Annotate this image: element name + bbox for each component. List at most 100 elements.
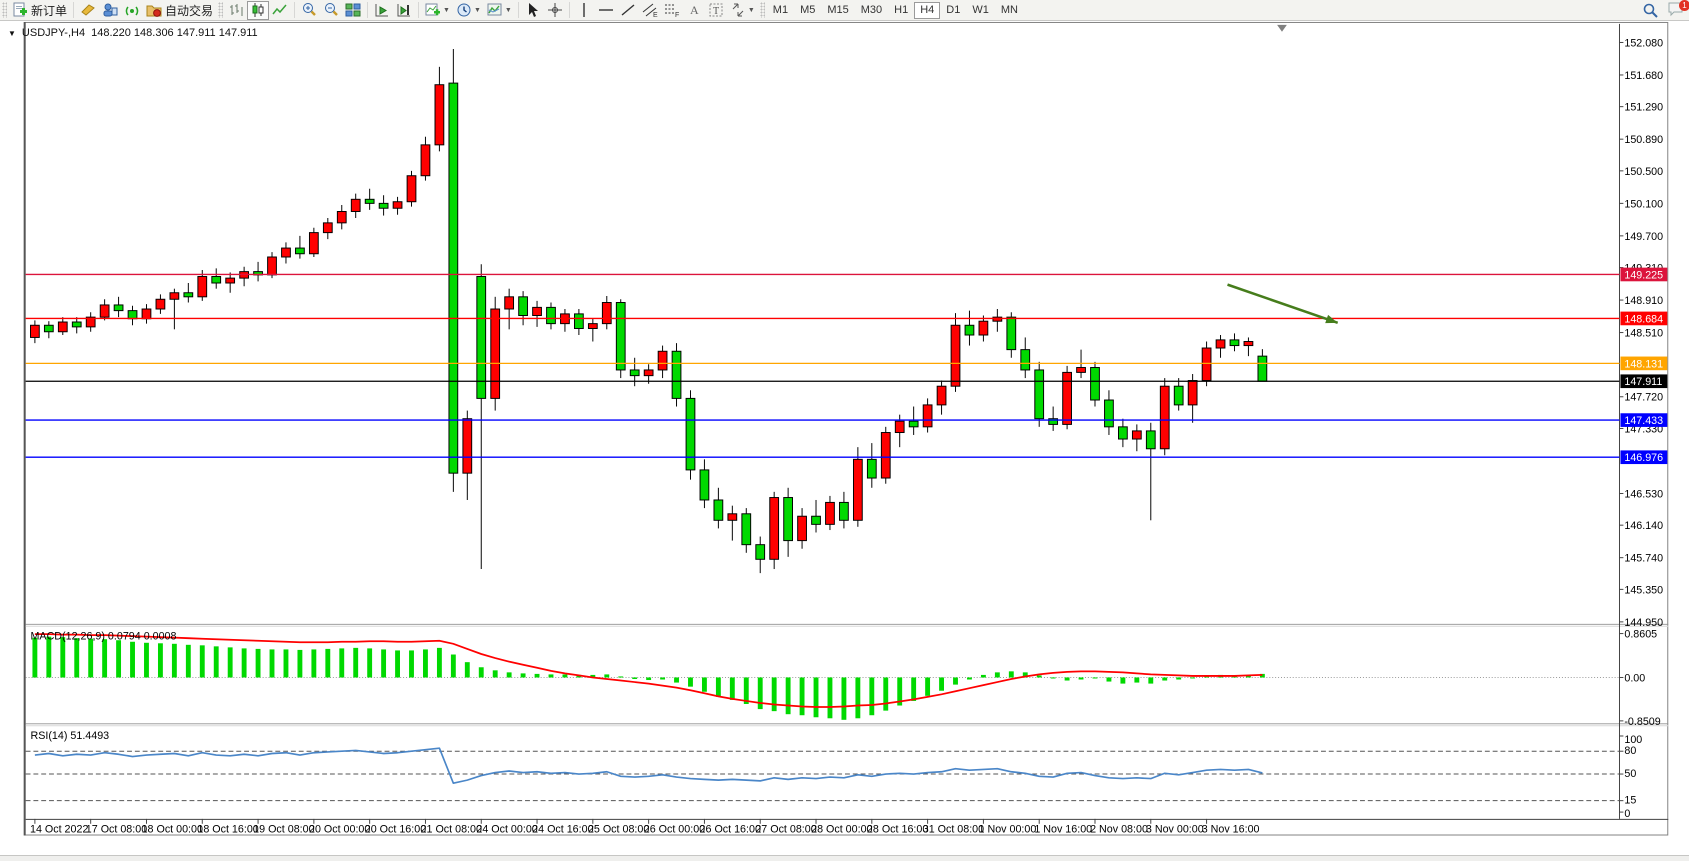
line-chart-icon — [272, 4, 287, 15]
candle-body — [1173, 385, 1184, 406]
candle-body — [922, 404, 933, 428]
dropdown-caret[interactable]: ▼ — [747, 6, 755, 14]
timeframe-w1[interactable]: W1 — [972, 4, 989, 16]
candle-body — [978, 320, 989, 336]
macd-histogram-bar — [395, 650, 400, 678]
price-line-tag — [1620, 356, 1668, 371]
auto-scroll-button[interactable] — [371, 1, 393, 20]
equidistant-channel-button[interactable]: E — [639, 1, 661, 20]
price-tick-label: 151.680 — [1624, 70, 1663, 82]
candle-body — [643, 369, 654, 377]
timeframe-h1[interactable]: H1 — [894, 4, 909, 16]
candle-body — [141, 308, 152, 320]
timeframe-mn[interactable]: MN — [1000, 4, 1018, 16]
autotrading-button[interactable]: 自动交易 — [143, 1, 216, 20]
text-label-button[interactable]: T — [705, 1, 727, 20]
one-click-collapse-icon[interactable]: ▼ — [8, 28, 16, 38]
periods-button[interactable]: ▼ — [453, 1, 484, 20]
chart-ohlc-values: 148.220 148.306 147.911 147.911 — [91, 27, 258, 39]
macd-histogram-bar — [980, 674, 986, 678]
trendline-button[interactable] — [617, 1, 639, 20]
crosshair-icon — [547, 3, 562, 17]
macd-histogram-bar — [590, 674, 596, 678]
chart-canvas[interactable]: 152.080 151.680 151.290 150.890 150.500 150.1… — [0, 21, 1689, 855]
candle-body — [1104, 399, 1114, 428]
new-order-label: 新订单 — [31, 3, 68, 18]
macd-histogram-bar — [1245, 675, 1251, 678]
svg-text:A: A — [690, 3, 699, 17]
vertical-line-button[interactable] — [573, 1, 595, 20]
search-icon[interactable] — [1642, 2, 1659, 19]
timeframe-d1[interactable]: D1 — [946, 4, 961, 16]
price-tick-label: 146.530 — [1624, 488, 1663, 500]
macd-histogram-bar — [297, 649, 303, 678]
separator — [568, 2, 570, 18]
chart-shift-button[interactable] — [393, 1, 415, 20]
candle-body — [336, 211, 347, 224]
macd-histogram-bar — [1134, 677, 1140, 683]
candle-body — [1062, 371, 1072, 425]
candle-body — [1229, 339, 1240, 347]
fibonacci-button[interactable]: F — [661, 1, 683, 20]
arrows-button[interactable]: ▼ — [727, 1, 758, 20]
candle-body — [113, 304, 124, 312]
dropdown-caret[interactable]: ▼ — [504, 6, 512, 14]
price-lines — [25, 273, 1620, 458]
macd-histogram-bar — [130, 641, 135, 678]
macd-histogram-bar — [367, 648, 373, 678]
price-tick-label: 150.890 — [1624, 134, 1663, 146]
dropdown-caret[interactable]: ▼ — [473, 6, 481, 14]
macd-histogram-bar — [701, 677, 707, 692]
candlestick-chart-button[interactable] — [247, 0, 270, 20]
autotrading-label: 自动交易 — [165, 3, 214, 18]
signals-button[interactable] — [121, 1, 143, 20]
strategy-tester-button[interactable] — [99, 1, 121, 20]
equidistant-channel-icon: E — [642, 3, 658, 18]
chat-button[interactable]: 1 — [1667, 0, 1689, 20]
candle-body — [476, 276, 487, 399]
candle-body — [57, 321, 68, 333]
indicators-button[interactable]: ▼ — [422, 1, 453, 20]
toolbar-grip[interactable] — [759, 2, 765, 18]
quotes-button[interactable] — [77, 1, 99, 20]
cursor-button[interactable] — [522, 1, 544, 20]
macd-histogram-bar — [618, 676, 624, 678]
horizontal-line-button[interactable] — [595, 1, 617, 20]
macd-histogram-bar — [715, 677, 721, 697]
candle-body — [406, 175, 417, 203]
candle-body — [392, 201, 403, 209]
zoom-out-button[interactable] — [320, 1, 342, 20]
timeframe-h4[interactable]: H4 — [914, 1, 941, 19]
crosshair-button[interactable] — [544, 1, 566, 20]
time-axis-label: 26 Oct 16:00 — [700, 824, 761, 836]
price-axis: 152.080 151.680 151.290 150.890 150.500 150.1… — [1619, 37, 1668, 629]
chart-title: ▼ USDJPY-,H4 148.220 148.306 147.911 147… — [8, 27, 258, 39]
dropdown-caret[interactable]: ▼ — [443, 6, 450, 14]
text-button[interactable]: A — [683, 1, 705, 20]
time-axis-label: 20 Oct 16:00 — [365, 824, 426, 836]
price-line-tag-label: 146.976 — [1624, 452, 1663, 464]
bar-chart-button[interactable] — [225, 1, 247, 20]
candle-body — [964, 324, 975, 336]
trend-arrow-annotation[interactable] — [1227, 283, 1339, 325]
price-line-tag — [1620, 413, 1668, 427]
new-order-button[interactable]: 新订单 — [9, 1, 70, 20]
zoom-in-button[interactable] — [298, 1, 320, 20]
toolbar-grip[interactable] — [218, 2, 224, 18]
timeframe-m15[interactable]: M15 — [827, 4, 849, 16]
timeframe-m5[interactable]: M5 — [800, 4, 816, 16]
timeframe-m30[interactable]: M30 — [860, 4, 883, 16]
line-chart-button[interactable] — [269, 1, 291, 20]
macd-histogram-bar — [688, 677, 693, 687]
toolbar-grip[interactable] — [2, 2, 7, 18]
templates-button[interactable]: ▼ — [484, 1, 515, 20]
timeframe-m1[interactable]: M1 — [772, 4, 789, 16]
svg-text:E: E — [653, 12, 658, 18]
chart-shift-marker[interactable] — [1277, 24, 1287, 32]
candle-body — [295, 247, 305, 255]
tile-windows-button[interactable] — [342, 1, 364, 20]
candle-body — [30, 324, 40, 338]
candle-body — [546, 306, 556, 325]
separator — [418, 2, 420, 18]
chat-badge: 1 — [1679, 0, 1689, 11]
